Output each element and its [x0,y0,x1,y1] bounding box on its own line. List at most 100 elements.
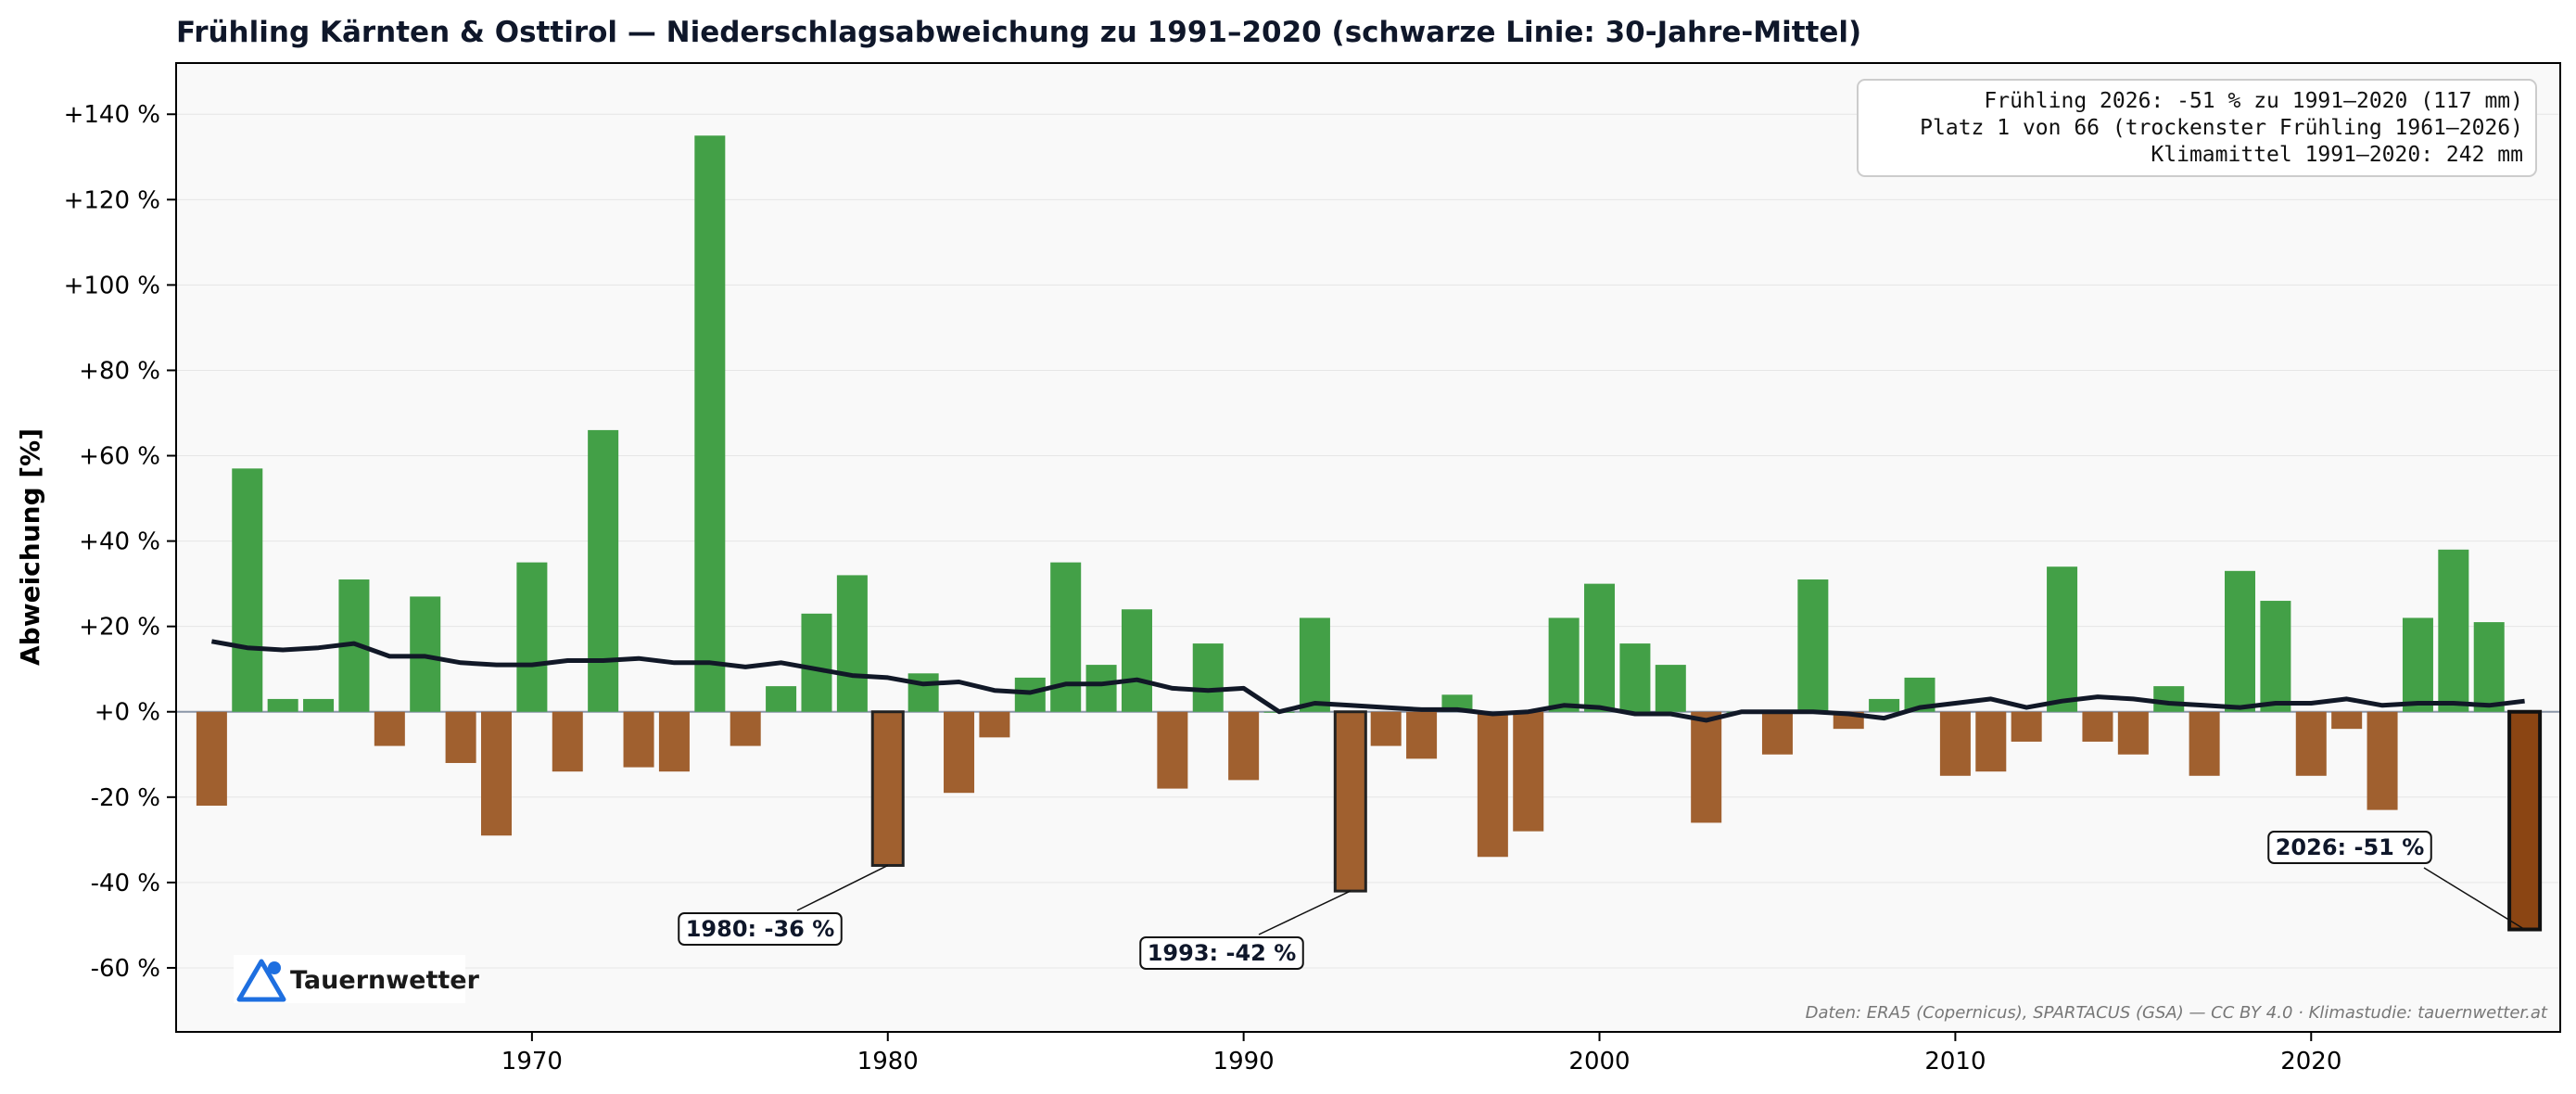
annotation-box-2026 [2267,831,2432,864]
bar-1977 [766,686,797,712]
annotation-leader-1980 [796,864,889,911]
bar-2020 [2295,711,2327,776]
bar-1972 [588,429,619,712]
bar-1962 [232,468,263,712]
bar-1994 [1370,711,1402,746]
bar-1964 [303,698,335,712]
bar-1966 [374,711,405,746]
bar-2002 [1655,665,1686,712]
x-tick-label-3: 2000 [1568,1048,1630,1075]
y-axis-label: Abweichung [%] [15,428,45,666]
bar-1987 [1121,609,1152,712]
bar-2021 [2331,711,2363,730]
plot-frame [175,62,2561,1033]
grid-lines [176,113,2560,969]
info-box-line-0: Frühling 2026: -51 % zu 1991–2020 (117 m… [1984,89,2523,113]
annotation-label-2026: 2026: -51 % [2276,834,2425,860]
info-box-line-2: Klimamittel 1991–2020: 242 mm [2151,143,2523,167]
bar-1983 [979,711,1010,738]
bar-1974 [658,711,690,772]
bar-1980 [870,710,905,867]
bar-2023 [2402,617,2433,712]
bar-2011 [1975,711,2007,772]
y-tick-label-9: +120 % [64,186,160,214]
bar-1997 [1477,711,1508,858]
bar-1990 [1228,711,1260,781]
bar-2015 [2117,711,2149,755]
bar-2022 [2367,711,2398,810]
chart-title: Frühling Kärnten & Osttirol — Niederschl… [176,16,1861,49]
y-tick-label-2: -20 % [91,784,160,812]
bar-1992 [1299,617,1330,712]
bar-1970 [516,562,548,712]
bar-2018 [2225,570,2256,712]
x-tick-label-0: 1970 [501,1048,563,1075]
bar-1981 [907,673,939,712]
annotations: 1980: -36 % 1993: -42 % 2026: -51 % [678,831,2526,970]
bar-2013 [2047,566,2078,712]
annotation-leader-1993 [1258,890,1351,935]
bar-1976 [730,711,761,746]
x-tick-label-2: 1990 [1213,1048,1275,1075]
mountain-icon [236,959,286,1002]
bar-2017 [2189,711,2220,776]
y-tick-label-3: +0 % [95,699,160,727]
bar-2000 [1584,583,1616,712]
mean-line [210,639,2525,723]
y-axis: -60 % -40 % -20 % +0 % +20 % +40 % +60 % +80 % +… [64,101,176,983]
bar-1999 [1548,617,1580,712]
bar-1979 [836,575,868,712]
y-tick-label-4: +20 % [79,614,160,642]
bar-2008 [1869,698,1900,712]
mean-line-path [210,639,2525,723]
tauernwetter-logo: Tauernwetter [234,955,480,1003]
bar-2014 [2082,711,2113,742]
y-tick-label-0: -60 % [91,955,160,983]
bar-2010 [1939,711,1971,776]
bar-2012 [2011,711,2042,742]
bar-1968 [445,711,476,763]
y-tick-label-6: +60 % [79,443,160,471]
annotation-leader-2026 [2423,867,2526,931]
bar-1989 [1192,643,1224,712]
y-tick-label-8: +100 % [64,272,160,299]
bar-1971 [552,711,583,772]
y-tick-label-1: -40 % [91,870,160,897]
bar-2005 [1761,711,1793,755]
x-tick-label-4: 2010 [1924,1048,1986,1075]
bar-1961 [196,711,227,807]
info-box-frame [1857,79,2537,177]
y-tick-label-7: +80 % [79,357,160,385]
bar-1995 [1406,711,1438,759]
bar-2016 [2153,686,2185,712]
y-tick-label-5: +40 % [79,528,160,556]
logo-text: Tauernwetter [290,966,480,995]
annotation-box-1980 [678,912,843,946]
info-box-line-1: Platz 1 von 66 (trockenster Frühling 196… [1920,116,2523,140]
bar-2019 [2260,601,2291,712]
x-tick-label-1: 1980 [857,1048,919,1075]
info-box: Frühling 2026: -51 % zu 1991–2020 (117 m… [1857,79,2537,177]
bar-1993 [1333,710,1367,893]
bar-2001 [1619,643,1651,712]
bar-1975 [694,135,726,712]
bar-1986 [1085,665,1117,712]
bar-1985 [1050,562,1082,712]
bar-1998 [1513,711,1544,832]
annotation-label-1993: 1993: -42 % [1148,940,1297,966]
bar-2003 [1691,711,1722,823]
bar-2025 [2473,622,2505,712]
data-source-footer: Daten: ERA5 (Copernicus), SPARTACUS (GSA… [1806,1003,2548,1023]
annotation-box-1993 [1139,936,1304,970]
y-tick-label-10: +140 % [64,101,160,129]
bar-1988 [1157,711,1188,789]
bar-1978 [801,613,832,712]
bar-2006 [1797,579,1829,712]
x-axis: 1970 1980 1990 2000 2010 2020 [501,1032,2341,1075]
plot-area [176,63,2560,1032]
x-tick-label-5: 2020 [2280,1048,2341,1075]
bar-1973 [623,711,654,768]
bar-1982 [944,711,975,794]
annotation-label-1980: 1980: -36 % [686,916,835,942]
